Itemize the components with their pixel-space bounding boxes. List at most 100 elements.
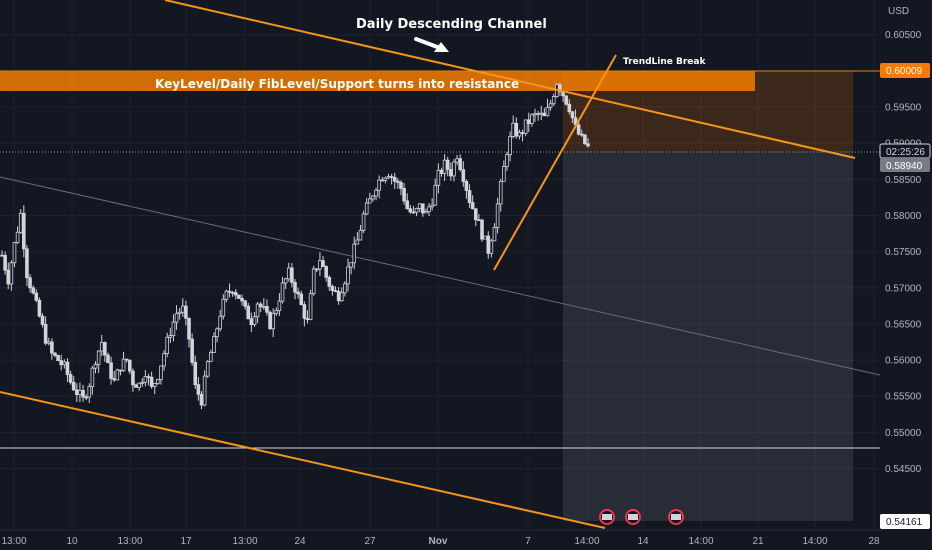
candle <box>202 370 207 407</box>
candle <box>224 289 229 303</box>
svg-text:0.58940: 0.58940 <box>886 161 923 172</box>
candle <box>449 162 453 181</box>
candle <box>486 231 491 259</box>
candle <box>12 241 17 268</box>
channel-arrow-icon <box>414 37 449 52</box>
x-tick-label: 14 <box>637 536 649 547</box>
y-tick-label: 0.55500 <box>885 392 922 403</box>
us-flag-event-icon[interactable] <box>668 509 684 525</box>
channel-midline <box>0 176 881 376</box>
event-markers <box>599 509 684 525</box>
candle <box>71 375 76 392</box>
candle <box>296 287 300 299</box>
candle <box>336 287 341 305</box>
candle <box>355 232 360 245</box>
candle <box>427 202 431 217</box>
candle <box>498 178 503 212</box>
candle <box>237 294 241 299</box>
x-tick-label: 7 <box>525 536 531 547</box>
candle <box>545 98 550 117</box>
candle <box>433 178 438 206</box>
candle <box>495 197 500 234</box>
x-tick-label: 28 <box>868 536 880 547</box>
x-tick-label: 14:00 <box>688 536 713 547</box>
channel-lower-line <box>0 391 606 529</box>
candle <box>265 299 269 316</box>
candle <box>227 283 232 298</box>
candle <box>65 358 70 382</box>
candle <box>502 160 506 182</box>
candle <box>177 307 182 320</box>
candle <box>103 341 107 362</box>
candle <box>305 310 310 324</box>
y-tick-label: 0.57500 <box>885 247 922 258</box>
candle <box>383 176 388 184</box>
us-flag-event-icon[interactable] <box>599 509 615 525</box>
candle <box>146 373 151 386</box>
price-axis[interactable]: USD 0.605000.595000.590000.585000.580000… <box>880 0 932 530</box>
candle <box>480 218 484 242</box>
candle <box>548 99 553 111</box>
time-axis[interactable]: 13:00 10 13:00 17 13:00 24 27 Nov 7 14:00 14 14:00 2… <box>0 529 932 550</box>
candle <box>439 167 444 177</box>
candle <box>511 115 515 139</box>
candle <box>137 382 141 391</box>
candle <box>271 308 275 338</box>
candle <box>9 260 14 291</box>
candle <box>240 294 244 306</box>
candle <box>324 265 328 282</box>
y-tick-label: 0.56000 <box>885 356 922 367</box>
candle <box>371 194 375 202</box>
x-tick-label: 14:00 <box>802 536 827 547</box>
candle <box>386 173 391 179</box>
candle <box>523 119 528 137</box>
candle <box>106 352 110 364</box>
target-price-tag: 0.54161 <box>880 514 930 529</box>
candle <box>461 161 466 187</box>
candle <box>343 281 347 297</box>
candle <box>530 113 534 127</box>
candle <box>570 111 575 123</box>
candle <box>417 203 422 212</box>
candle <box>445 156 450 177</box>
x-tick-label: 13:00 <box>117 536 142 547</box>
candle <box>127 359 132 375</box>
candle <box>308 289 313 321</box>
candle <box>315 268 319 273</box>
candle <box>156 378 160 386</box>
trendline-break-annotation: TrendLine Break <box>623 57 706 67</box>
candle <box>339 287 344 302</box>
candle <box>252 312 257 328</box>
channel-upper-line <box>164 0 856 159</box>
candle <box>414 207 419 217</box>
y-tick-label: 0.56500 <box>885 319 922 330</box>
svg-text:0.60009: 0.60009 <box>886 66 923 77</box>
candle <box>59 354 64 371</box>
candle <box>109 356 113 385</box>
candle <box>205 360 210 378</box>
us-flag-event-icon[interactable] <box>625 509 641 525</box>
candle <box>93 361 98 374</box>
x-tick-label: 27 <box>364 536 376 547</box>
candle <box>327 275 332 291</box>
candle <box>255 302 260 324</box>
candle <box>299 290 304 306</box>
candle <box>277 293 282 316</box>
candle <box>40 313 45 328</box>
x-tick-label: 13:00 <box>1 536 26 547</box>
candle <box>134 383 138 388</box>
candle <box>121 351 126 372</box>
candle <box>377 175 381 199</box>
candle <box>473 208 478 227</box>
candle <box>196 377 201 401</box>
y-tick-label: 0.55000 <box>885 428 922 439</box>
candle <box>243 299 247 310</box>
candle <box>508 131 512 162</box>
y-tick-label: 0.60500 <box>885 30 922 41</box>
candle <box>187 317 191 348</box>
candle <box>467 184 472 209</box>
candle <box>564 95 568 106</box>
candle <box>514 117 519 139</box>
candle <box>43 316 48 346</box>
